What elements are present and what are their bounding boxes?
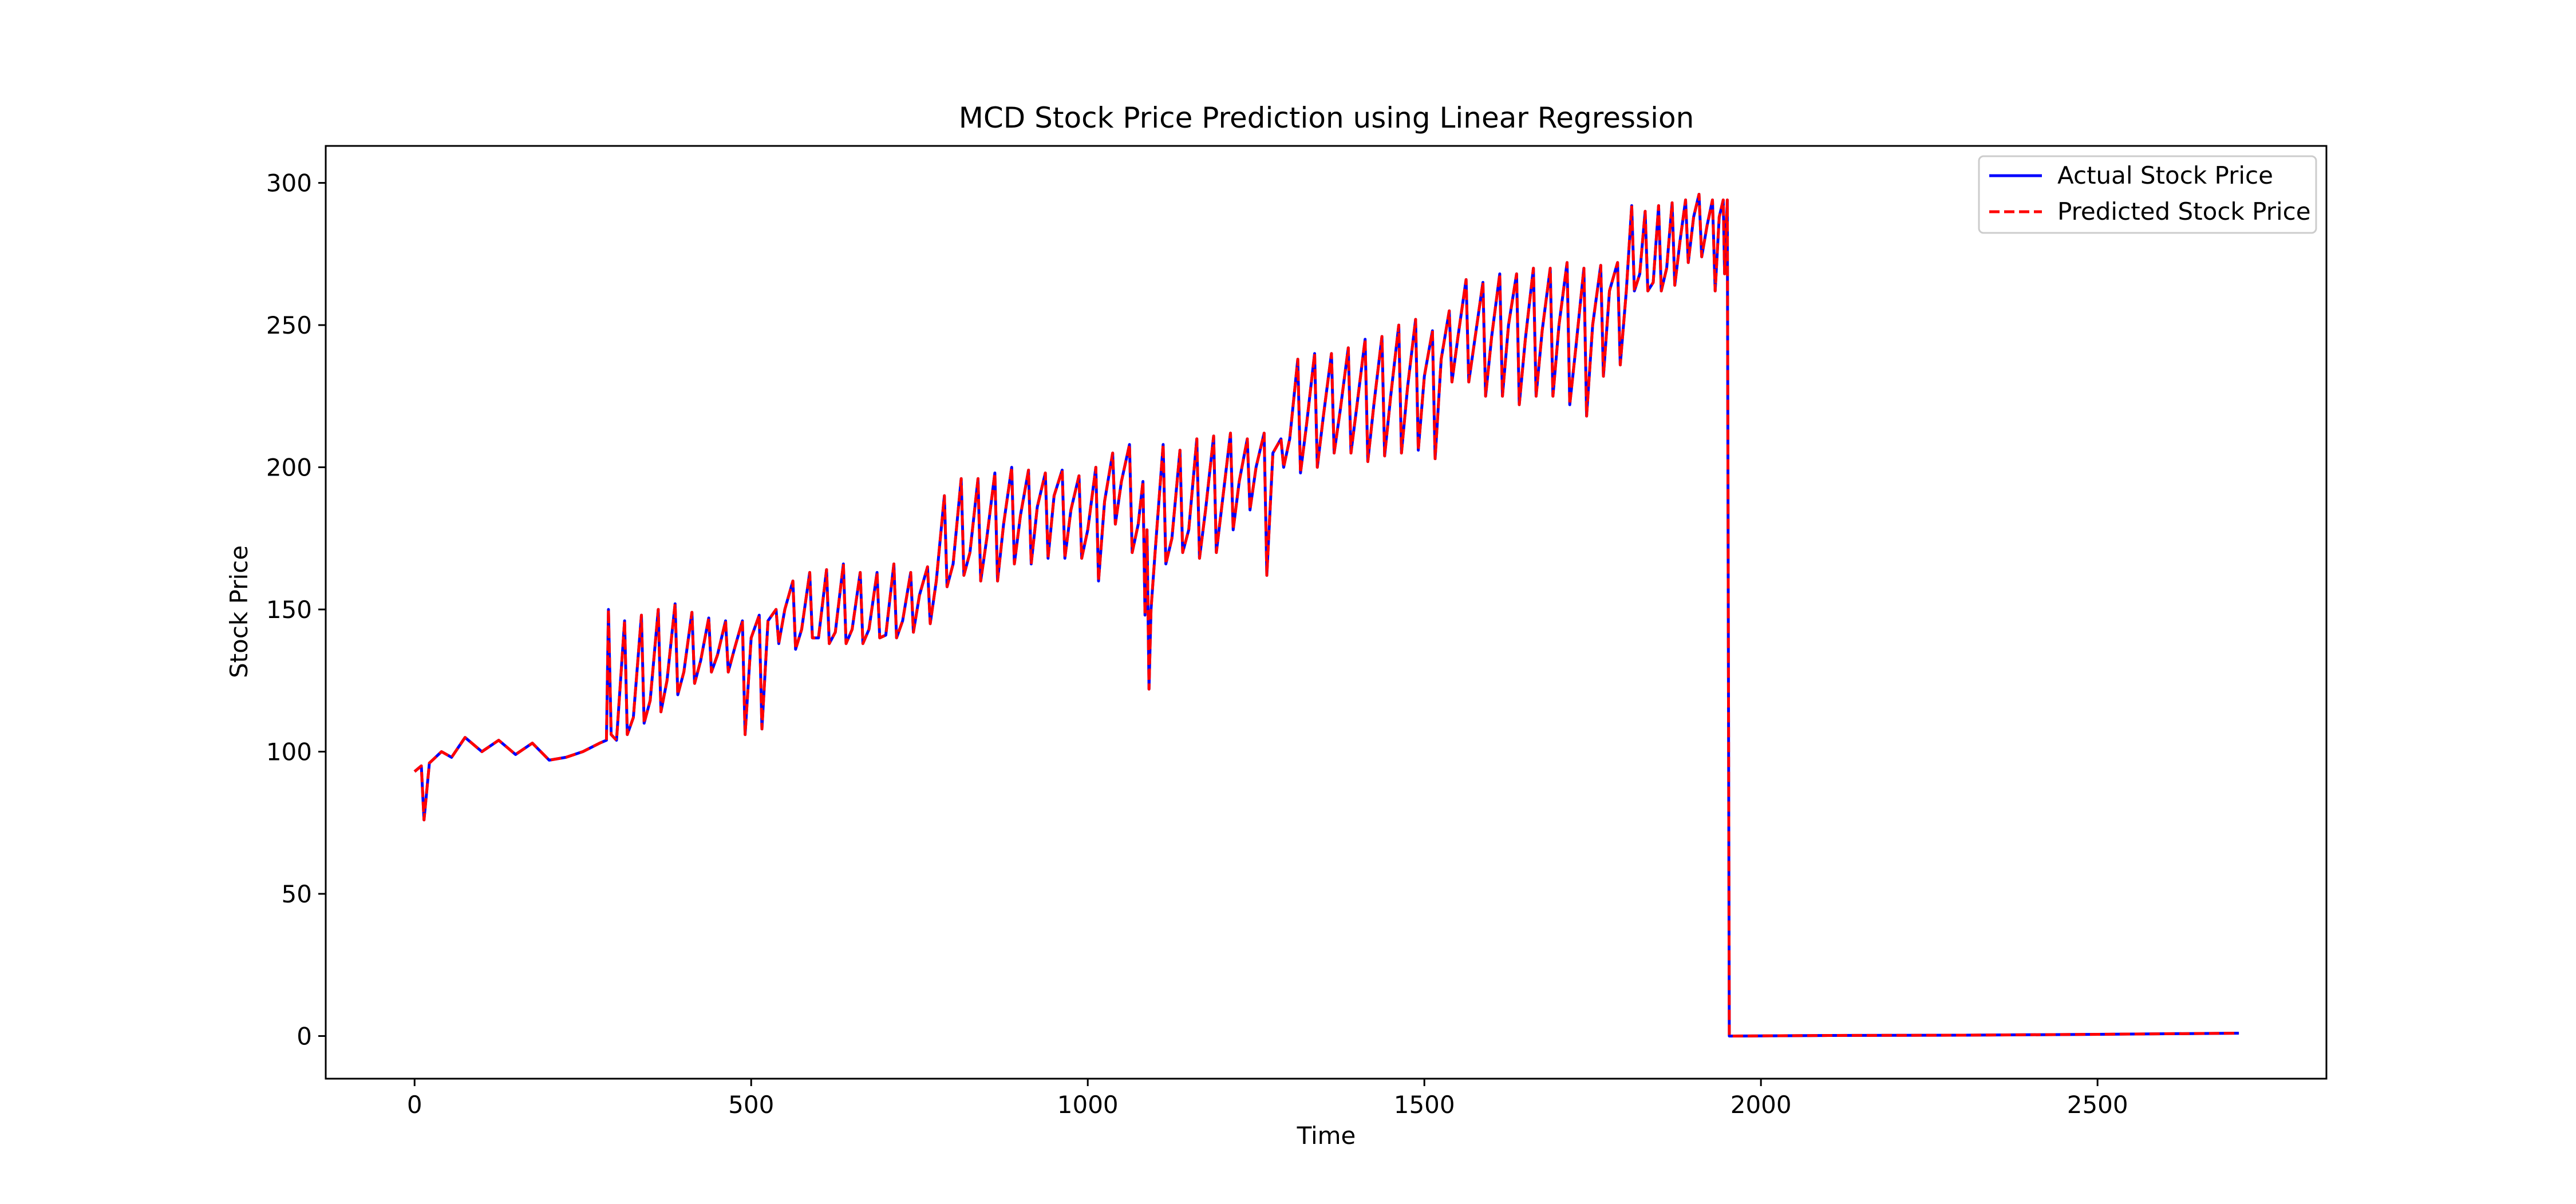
x-tick-label: 0 — [407, 1091, 422, 1119]
y-tick-label: 200 — [266, 454, 312, 482]
series-line-predicted — [413, 193, 2239, 1037]
legend: Actual Stock Price Predicted Stock Price — [1978, 155, 2317, 234]
y-axis-label: Stock Price — [225, 545, 253, 678]
chart-title: MCD Stock Price Prediction using Linear … — [959, 101, 1694, 134]
legend-label-actual: Actual Stock Price — [2057, 161, 2273, 189]
y-tick-label: 50 — [282, 880, 312, 908]
series-layer — [413, 193, 2239, 1037]
x-tick-label: 1500 — [1394, 1091, 1455, 1119]
y-tick-label: 250 — [266, 311, 312, 339]
legend-box — [1978, 155, 2317, 234]
y-tick-label: 0 — [297, 1022, 312, 1050]
y-tick-label: 150 — [266, 596, 312, 624]
x-tick-label: 500 — [728, 1091, 774, 1119]
x-tick-label: 2500 — [2067, 1091, 2128, 1119]
x-tick-label: 1000 — [1057, 1091, 1119, 1119]
legend-label-predicted: Predicted Stock Price — [2057, 197, 2311, 225]
ticks-layer: 0 500 1000 1500 2000 2500 0 50 100 150 200 250 300 — [266, 169, 2128, 1119]
x-axis-label: Time — [1297, 1122, 1356, 1150]
plot-frame — [325, 145, 2328, 1080]
y-tick-label: 100 — [266, 738, 312, 766]
y-tick-label: 300 — [266, 169, 312, 197]
x-tick-label: 2000 — [1730, 1091, 1792, 1119]
